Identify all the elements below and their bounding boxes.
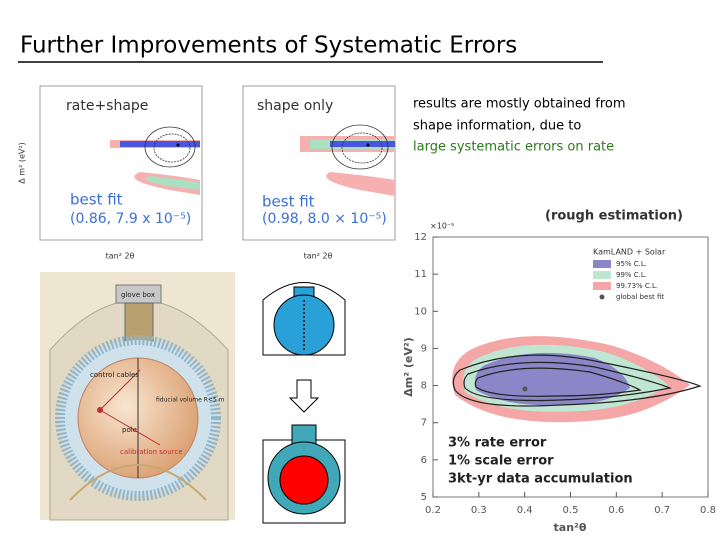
detector-label: calibration source <box>120 448 183 456</box>
legend-label: 95% C.L. <box>616 260 647 268</box>
slide-title: Further Improvements of Systematic Error… <box>20 33 517 59</box>
axis-multiplier: ×10⁻⁵ <box>430 222 454 231</box>
top-plot: shape only best fit (0.98, 8.0 × 10⁻⁵) t… <box>242 85 396 261</box>
legend-swatch <box>593 282 611 290</box>
x-tick-label: 0.4 <box>517 505 533 516</box>
annotations: 3% rate error 1% scale error 3kt-yr data a… <box>448 436 633 487</box>
note-highlight: large systematic errors on rate <box>413 140 614 155</box>
legend-label: global best fit <box>616 293 664 301</box>
y-tick-label: 7 <box>421 418 427 429</box>
detector-label: pole <box>122 426 137 434</box>
x-axis-label: tan²θ <box>554 521 587 534</box>
fit-value: (0.86, 7.9 x 10⁻⁵) <box>70 211 191 227</box>
detector-illustration: glove box control cables fiducial volume… <box>40 272 235 521</box>
schematic <box>262 282 346 524</box>
detector-label: control cables <box>90 371 139 379</box>
y-tick-label: 10 <box>414 306 427 317</box>
plot-label: rate+shape <box>66 98 148 114</box>
y-tick-label: 5 <box>421 492 427 503</box>
fit-title: best fit <box>262 193 315 211</box>
fit-title: best fit <box>70 191 123 209</box>
x-tick-label: 0.3 <box>471 505 487 516</box>
detector-label: glove box <box>121 291 155 299</box>
legend: 95% C.L. 99% C.L. 99.73% C.L. global best f… <box>593 260 664 301</box>
y-tick-label: 8 <box>421 381 427 392</box>
x-tick-label: 0.5 <box>563 505 579 516</box>
legend-swatch <box>593 260 611 268</box>
y-tick-label: 11 <box>414 269 427 280</box>
legend-label: 99.73% C.L. <box>616 282 658 290</box>
y-axis-label: Δ m² (eV²) <box>18 142 27 183</box>
x-axis-label: tan² 2θ <box>304 252 333 261</box>
annotation: 1% scale error <box>448 454 554 469</box>
detector-label: fiducial volume R<5 m <box>156 397 225 404</box>
estimate-plot <box>432 236 709 498</box>
y-axis-label: Δm² (eV²) <box>402 337 415 396</box>
annotation: 3kt-yr data accumulation <box>448 472 633 487</box>
y-tick-label: 9 <box>421 343 427 354</box>
estimate-heading: (rough estimation) <box>545 209 683 224</box>
top-plot: rate+shape best fit (0.86, 7.9 x 10⁻⁵) t… <box>18 85 203 261</box>
x-tick-label: 0.7 <box>654 505 670 516</box>
note-line: results are mostly obtained from <box>413 97 626 112</box>
x-axis-label: tan² 2θ <box>106 252 135 261</box>
y-tick-label: 12 <box>414 232 427 243</box>
annotation: 3% rate error <box>448 436 547 451</box>
y-tick-label: 6 <box>421 455 427 466</box>
legend-label: 99% C.L. <box>616 271 647 279</box>
legend-title: KamLAND + Solar <box>593 248 666 257</box>
x-tick-label: 0.2 <box>425 505 441 516</box>
ticks: 5 6 7 8 9 10 11 12 0.2 0.3 0.4 0.5 0.6 0.7 0.8 <box>414 232 716 516</box>
note-line: shape information, due to <box>413 119 581 134</box>
x-tick-label: 0.8 <box>700 505 716 516</box>
fit-value: (0.98, 8.0 × 10⁻⁵) <box>262 211 387 227</box>
legend-swatch <box>599 294 605 300</box>
x-tick-label: 0.6 <box>608 505 624 516</box>
plot-label: shape only <box>257 98 333 114</box>
legend-swatch <box>593 271 611 279</box>
